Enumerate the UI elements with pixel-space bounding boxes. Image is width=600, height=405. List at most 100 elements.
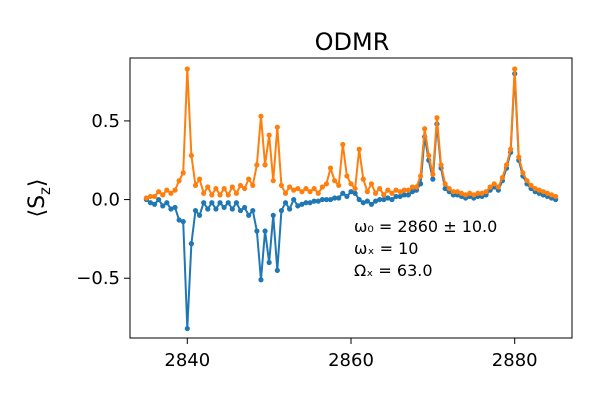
series-1-point: [368, 181, 375, 187]
series-1-point: [413, 184, 420, 190]
series-1-point: [307, 189, 313, 195]
series-1-point: [442, 181, 448, 187]
series-0-point: [274, 267, 280, 273]
series-1-point: [487, 184, 493, 190]
series-0-point: [205, 206, 211, 212]
series-1-point: [229, 184, 235, 190]
series-1-point: [495, 184, 501, 190]
series-1-point: [467, 190, 473, 196]
series-0-point: [364, 198, 370, 204]
series-1-point: [524, 178, 530, 184]
series-0-point: [307, 200, 313, 206]
annotation-omegax: ωₓ = 10: [354, 239, 418, 258]
series-0-point: [172, 204, 178, 211]
series-0-point: [250, 207, 256, 214]
series-1-point: [274, 124, 280, 130]
series-1-point: [192, 182, 199, 189]
series-1-point: [512, 66, 518, 72]
series-0-point: [241, 204, 248, 211]
series-1-point: [340, 141, 346, 148]
series-1-point: [508, 146, 514, 152]
series-1-point: [258, 113, 264, 119]
series-1-point: [221, 185, 227, 192]
series-0-point: [258, 277, 264, 283]
series-1-point: [278, 182, 285, 189]
series-0-point: [389, 196, 395, 203]
series-1-point: [401, 187, 407, 193]
series-1-point: [372, 190, 379, 196]
series-0-point: [430, 176, 436, 182]
series-0-point: [291, 196, 297, 203]
series-1-point: [397, 189, 403, 195]
fit-parameters-annotation: ω₀ = 2860 ± 10.0 ωₓ = 10 Ωₓ = 63.0: [354, 217, 497, 280]
series-1-point: [209, 192, 215, 198]
series-0-point: [176, 217, 182, 223]
series-1-point: [233, 190, 240, 196]
series-0-point: [278, 207, 285, 214]
x-tick-label: 2840: [164, 350, 210, 371]
series-0-point: [377, 196, 383, 203]
series-0-point: [192, 207, 199, 214]
series-1-point: [532, 185, 538, 192]
series-0-point: [336, 195, 342, 201]
annotation-omega0: ω₀ = 2860 ± 10.0: [354, 217, 497, 236]
series-0-point: [266, 259, 272, 266]
chart-title: ODMR: [315, 28, 390, 56]
plot-area: [143, 66, 559, 332]
series-0-point: [184, 325, 190, 332]
series-0-point: [332, 195, 338, 201]
series-0-line: [145, 72, 556, 330]
series-1-point: [503, 162, 510, 168]
series-0-point: [180, 218, 186, 225]
series-0-point: [262, 228, 268, 234]
series-1-point: [213, 185, 219, 192]
series-1-point: [426, 152, 432, 159]
series-1-point: [196, 176, 203, 182]
series-0-point: [168, 206, 174, 212]
series-1-point: [147, 193, 154, 200]
series-0-point: [282, 200, 289, 206]
series-1-point: [291, 187, 297, 193]
series-1-point: [282, 190, 289, 196]
series-1-point: [311, 185, 317, 192]
series-1-point: [450, 189, 456, 195]
series-0-point: [209, 200, 215, 206]
series-0-point: [381, 196, 387, 203]
series-0-point: [270, 212, 276, 218]
series-1-point: [303, 185, 309, 192]
y-tick-label: 0.0: [91, 190, 120, 211]
series-1-point: [295, 185, 301, 192]
series-1-point: [266, 132, 272, 138]
series-1-point: [327, 165, 334, 171]
series-1-point: [434, 115, 440, 121]
y-tick-label: −0.5: [76, 268, 120, 289]
series-1-point: [520, 170, 526, 176]
series-0-point: [196, 212, 203, 218]
series-0-point: [147, 200, 154, 206]
series-0-point: [409, 189, 415, 195]
series-0-point: [233, 200, 240, 206]
series-1-point: [225, 192, 231, 198]
series-1-point: [393, 187, 399, 193]
series-1-point: [352, 185, 358, 192]
y-label-main: ⟨S: [25, 195, 50, 218]
series-1-point: [360, 176, 366, 182]
series-0-point: [303, 200, 309, 206]
series-0-point: [254, 228, 260, 234]
series-0-point: [217, 200, 223, 206]
series-1-point: [315, 190, 321, 196]
series-1-point: [483, 189, 489, 195]
series-1-point: [446, 185, 452, 192]
series-1-point: [156, 189, 162, 195]
series-1-point: [332, 178, 338, 184]
series-1-point: [536, 187, 542, 193]
series-0-point: [397, 193, 403, 200]
series-1-point: [553, 193, 559, 200]
series-0-point: [340, 190, 346, 196]
series-1-point: [180, 170, 186, 176]
x-axis: 2840 2860 2880: [164, 338, 538, 371]
series-1-point: [528, 182, 534, 189]
series-1-point: [254, 162, 260, 168]
series-0-point: [229, 206, 235, 212]
series-1-point: [540, 189, 546, 195]
